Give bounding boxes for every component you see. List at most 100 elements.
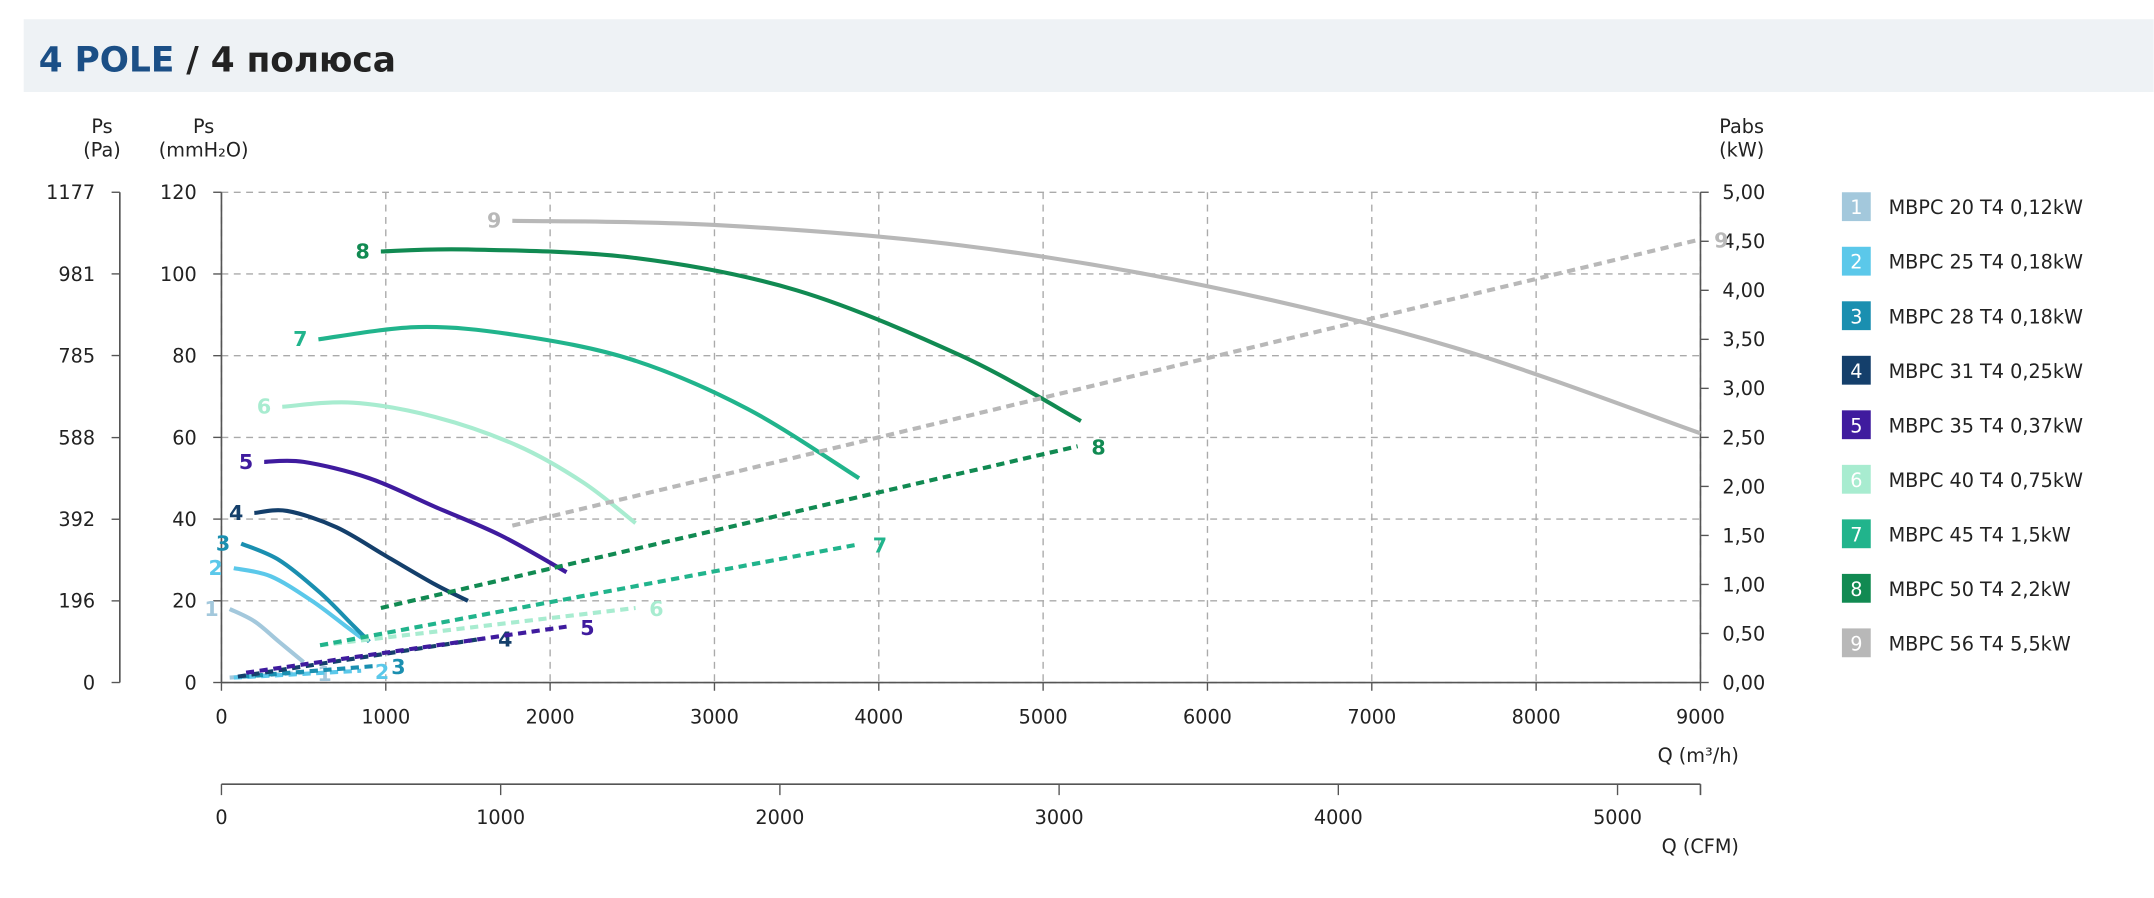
x-tick-label: 3000 [690,706,739,729]
pressure-curve [233,566,363,640]
curve-label: 8 [356,239,370,263]
x2-tick-label: 2000 [755,806,804,829]
x-tick-label: 5000 [1019,706,1068,729]
legend-label: MBPC 50 T4 2,2kW [1889,578,2071,601]
power-curve [380,444,1079,611]
legend-label: MBPC 28 T4 0,18kW [1889,305,2083,328]
y2-tick-label: 3,00 [1722,377,1765,400]
curve-label: 5 [239,450,253,474]
legend-label: MBPC 25 T4 0,18kW [1889,251,2083,274]
legend-badge: 9 [1850,632,1862,655]
legend-label: MBPC 35 T4 0,37kW [1889,414,2083,437]
y3-tick-label: 785 [58,344,95,367]
y-tick-label: 40 [172,508,196,531]
y2-tick-label: 5,00 [1722,181,1765,204]
y2-tick-label: 2,50 [1722,426,1765,449]
legend-label: MBPC 20 T4 0,12kW [1889,196,2083,219]
legend-swatch [1841,246,1871,276]
legend-swatch [1841,628,1871,658]
header-bar [23,19,2154,93]
y3-unit: (Pa) [83,139,121,162]
power-curve [245,624,567,675]
y3-label: Ps [91,115,112,138]
legend-label: MBPC 45 T4 1,5kW [1889,523,2071,546]
legend-swatch [1841,301,1871,331]
curve-label: 2 [208,556,222,580]
y-unit: (mmH₂O) [159,139,249,162]
x2-tick-label: 0 [215,806,227,829]
curve-label: 4 [229,501,243,525]
y2-tick-label: 3,50 [1722,328,1765,351]
legend-badge: 4 [1850,360,1862,383]
legend-swatch [1841,464,1871,494]
x2-label: Q (CFM) [1662,835,1739,858]
x-tick-label: 1000 [361,706,410,729]
y2-tick-label: 0,00 [1722,671,1765,694]
y2-tick-label: 4,50 [1722,230,1765,253]
pressure-curve [254,508,469,603]
y3-tick-label: 981 [58,263,95,286]
x-tick-label: 7000 [1347,706,1396,729]
y-tick-label: 120 [160,181,197,204]
legend-badge: 5 [1850,414,1862,437]
pressure-curve [228,607,305,664]
header-subtitle: / 4 полюса [174,40,396,80]
curve-label: 9 [487,209,501,233]
curve-label: 3 [391,655,405,679]
y3-tick-label: 1177 [46,181,95,204]
curve-label: 7 [293,327,307,351]
y2-tick-label: 0,50 [1722,622,1765,645]
y-tick-label: 100 [160,263,197,286]
y2-label: Pabs [1719,115,1764,138]
power-curve [511,237,1701,528]
y2-unit: (kW) [1719,139,1764,162]
header-title: 4 POLE [39,40,175,80]
curve-label: 8 [1091,435,1105,459]
y2-tick-label: 2,00 [1722,475,1765,498]
y-tick-label: 0 [184,671,196,694]
x2-tick-label: 1000 [476,806,525,829]
legend-swatch [1841,192,1871,222]
legend-badge: 8 [1850,578,1862,601]
header: 4 POLE / 4 полюса [39,40,396,80]
y-label: Ps [193,115,214,138]
legend-label: MBPC 40 T4 0,75kW [1889,469,2083,492]
x-tick-label: 2000 [526,706,575,729]
power-curve [233,668,362,680]
legend-badge: 1 [1850,196,1862,219]
y-tick-label: 80 [172,345,196,368]
x-label: Q (m³/h) [1658,744,1739,767]
curve-label: 5 [580,616,594,640]
x-tick-label: 4000 [854,706,903,729]
legend-badge: 6 [1850,469,1862,492]
power-curve [319,542,860,648]
pressure-curve [512,218,1702,436]
legend-label: MBPC 31 T4 0,25kW [1889,360,2083,383]
x-tick-label: 6000 [1183,706,1232,729]
y3-tick-label: 196 [58,590,95,613]
curve-label: 3 [216,531,230,555]
x-tick-label: 0 [215,706,227,729]
y3-tick-label: 392 [58,508,95,531]
y2-tick-label: 1,50 [1722,524,1765,547]
curve-label: 2 [375,660,389,684]
legend-badge: 2 [1850,251,1862,274]
x2-tick-label: 5000 [1593,806,1642,829]
y2-tick-label: 1,00 [1722,573,1765,596]
pressure-curve [318,324,861,480]
x-tick-label: 8000 [1512,706,1561,729]
x2-tick-label: 4000 [1314,806,1363,829]
y2-tick-label: 4,00 [1722,279,1765,302]
legend-badge: 7 [1850,523,1862,546]
power-curve [241,663,378,679]
curve-label: 4 [498,628,512,652]
x-tick-label: 9000 [1676,706,1725,729]
curve-label: 7 [873,534,887,558]
legend-badge: 3 [1850,305,1862,328]
x2-tick-label: 3000 [1035,806,1084,829]
legend-swatch [1841,355,1871,385]
curve-label: 6 [257,395,271,419]
legend-swatch [1841,410,1871,440]
legend-swatch [1841,519,1871,549]
